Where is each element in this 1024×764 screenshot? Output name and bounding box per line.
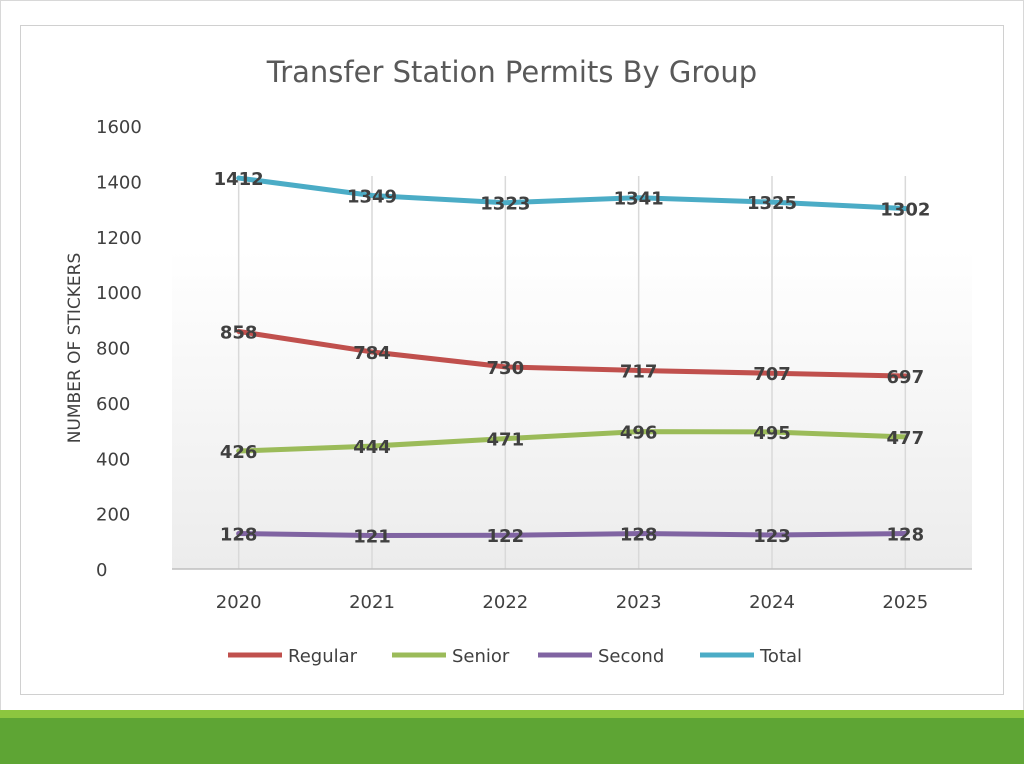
x-tick-label: 2023 (616, 592, 662, 613)
data-label: 471 (487, 430, 525, 451)
data-label: 697 (887, 367, 925, 388)
series-line-senior (236, 429, 908, 454)
chart-title: Transfer Station Permits By Group (266, 55, 757, 89)
x-tick-label: 2022 (482, 592, 528, 613)
plot-background (172, 250, 972, 569)
y-tick-label: 1200 (96, 228, 142, 249)
data-label: 477 (887, 428, 925, 449)
data-label: 1412 (214, 169, 264, 190)
data-label: 1349 (347, 186, 397, 207)
y-axis-label: NUMBER OF STICKERS (65, 253, 85, 444)
data-label: 707 (753, 364, 791, 385)
data-label: 1323 (480, 194, 530, 215)
y-tick-label: 0 (96, 560, 107, 581)
x-tick-label: 2020 (216, 592, 262, 613)
x-tick-label: 2021 (349, 592, 395, 613)
data-label: 122 (487, 526, 525, 547)
legend-label-total: Total (759, 646, 802, 667)
y-tick-label: 1600 (96, 117, 142, 138)
footer-band-dark (0, 718, 1024, 764)
data-label: 121 (353, 526, 391, 547)
legend-label-senior: Senior (452, 646, 510, 667)
data-label: 1341 (614, 189, 664, 210)
data-label: 128 (887, 525, 925, 546)
data-label: 496 (620, 423, 658, 444)
data-label: 128 (220, 525, 258, 546)
series-line-second (236, 531, 908, 538)
data-label: 784 (353, 343, 391, 364)
data-label: 730 (487, 358, 525, 379)
data-label: 717 (620, 361, 658, 382)
x-tick-label: 2025 (882, 592, 928, 613)
data-label: 123 (753, 526, 791, 547)
y-tick-label: 1400 (96, 172, 142, 193)
y-tick-label: 400 (96, 449, 130, 470)
footer-band-light (0, 710, 1024, 718)
data-label: 128 (620, 525, 658, 546)
data-label: 495 (753, 423, 791, 444)
legend-label-second: Second (598, 646, 664, 667)
data-label: 1325 (747, 193, 797, 214)
y-tick-label: 1000 (96, 283, 142, 304)
y-tick-label: 200 (96, 505, 130, 526)
legend-label-regular: Regular (288, 646, 358, 667)
series-line-total (236, 175, 908, 212)
x-tick-label: 2024 (749, 592, 795, 613)
data-label: 858 (220, 322, 258, 343)
y-tick-label: 800 (96, 339, 130, 360)
data-label: 444 (353, 437, 391, 458)
data-label: 426 (220, 442, 258, 463)
y-tick-label: 600 (96, 394, 130, 415)
series-line-regular (236, 328, 908, 379)
data-label: 1302 (880, 200, 930, 221)
